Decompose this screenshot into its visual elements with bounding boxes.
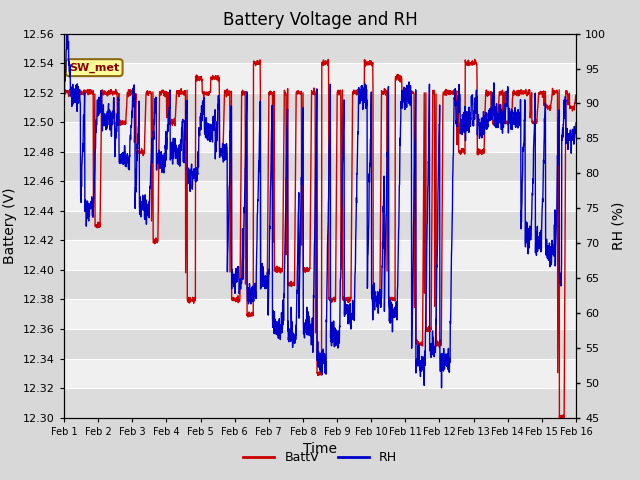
Legend: BattV, RH: BattV, RH xyxy=(238,446,402,469)
Bar xyxy=(64,63,576,93)
Bar xyxy=(64,122,576,152)
Text: SW_met: SW_met xyxy=(69,62,119,73)
Bar xyxy=(64,152,576,181)
Title: Battery Voltage and RH: Battery Voltage and RH xyxy=(223,11,417,29)
X-axis label: Time: Time xyxy=(303,442,337,456)
Bar xyxy=(64,93,576,122)
Bar xyxy=(64,34,576,63)
Bar xyxy=(64,359,576,388)
Y-axis label: RH (%): RH (%) xyxy=(612,202,625,250)
Bar xyxy=(64,388,576,418)
Bar xyxy=(64,240,576,270)
Bar xyxy=(64,329,576,359)
Y-axis label: Battery (V): Battery (V) xyxy=(3,187,17,264)
Bar xyxy=(64,211,576,240)
Bar xyxy=(64,270,576,300)
Bar xyxy=(64,300,576,329)
Bar xyxy=(64,181,576,211)
